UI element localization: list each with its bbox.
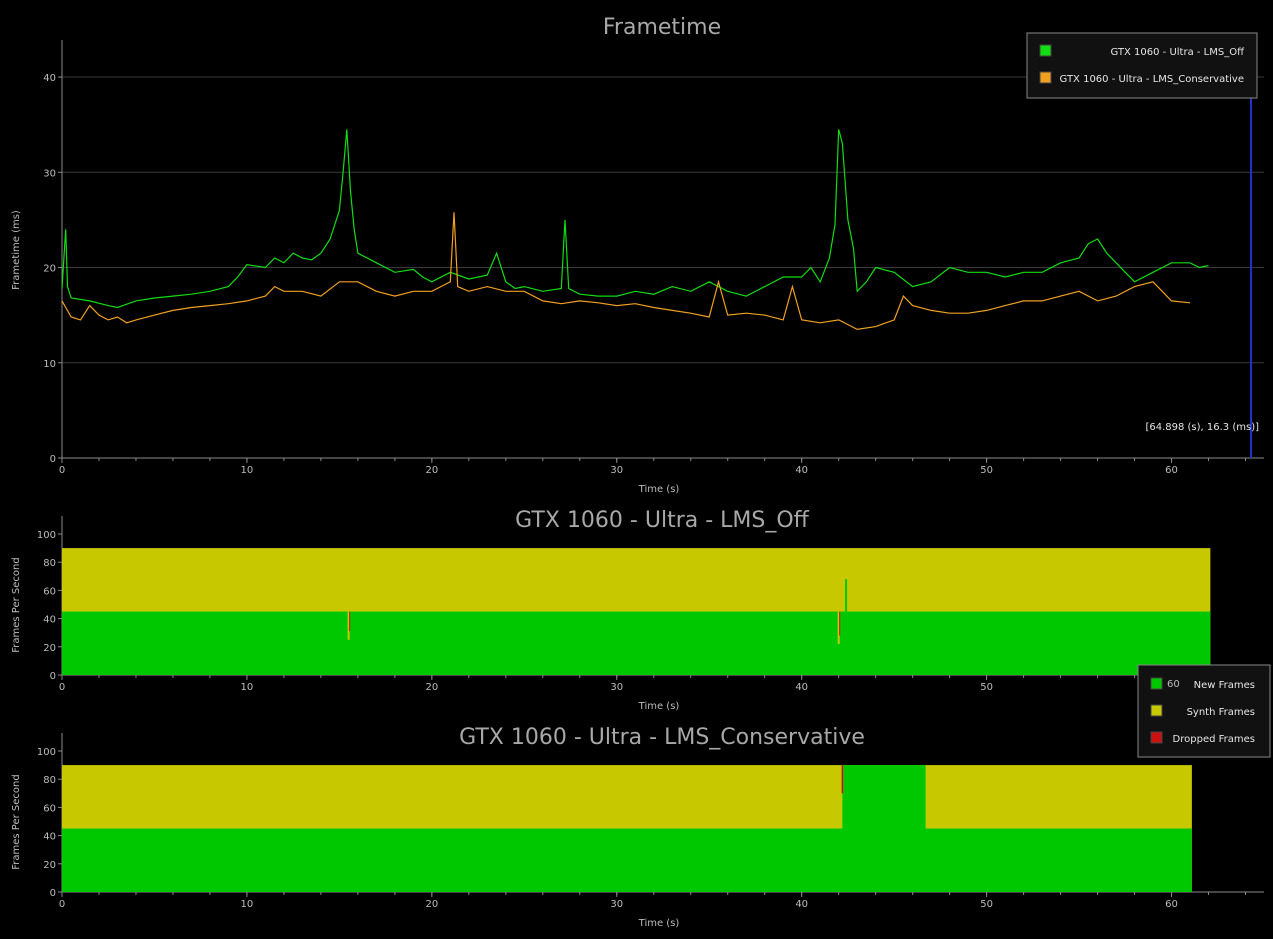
frametime-legend: GTX 1060 - Ultra - LMS_Off GTX 1060 - Ul… <box>1026 32 1258 99</box>
fps-conservative-plot: 0 10 20 30 40 50 60 0 20 40 60 80 100 <box>37 733 1264 910</box>
y-tick-label: 60 <box>43 586 56 597</box>
series-line-lms-off <box>61 129 1209 309</box>
fps-off-xlabel: Time (s) <box>638 701 680 712</box>
legend-swatch-lms-off <box>1039 44 1052 57</box>
new-frames-area <box>62 828 1192 892</box>
fps-off-plot: 0 10 20 30 40 50 60 0 20 40 60 80 100 <box>37 516 1264 693</box>
y-tick-label: 80 <box>43 775 56 786</box>
y-tick-label: 100 <box>37 747 56 758</box>
frametime-ylabel: Frametime (ms) <box>11 210 22 290</box>
x-tick-label: 0 <box>59 682 65 693</box>
y-tick-label: 10 <box>43 359 56 370</box>
x-tick-label: 40 <box>795 899 808 910</box>
x-tick-label: 60 <box>1165 899 1178 910</box>
x-tick-label: 10 <box>241 465 254 476</box>
y-tick-label: 0 <box>50 671 56 682</box>
legend-label-synth-frames: Synth Frames <box>1187 707 1255 718</box>
y-tick-label: 0 <box>50 888 56 899</box>
cursor-readout: [64.898 (s), 16.3 (ms)] <box>1145 422 1259 433</box>
y-tick-label: 0 <box>50 454 56 465</box>
legend-label-new-frames: New Frames <box>1194 680 1255 691</box>
y-tick-label: 40 <box>43 73 56 84</box>
x-tick-label: 20 <box>425 899 438 910</box>
x-tick-label: 50 <box>980 899 993 910</box>
new-frames-full-segment <box>842 765 926 892</box>
x-tick-label: 0 <box>59 899 65 910</box>
series-line-lms-conservative <box>61 212 1191 331</box>
legend-label-dropped-frames: Dropped Frames <box>1173 734 1255 745</box>
legend-swatch-new-frames <box>1150 677 1163 690</box>
fps-legend-overlap-tick: 60 <box>1167 679 1180 690</box>
legend-label-lms-conservative: GTX 1060 - Ultra - LMS_Conservative <box>1060 74 1244 85</box>
fps-legend: 60 New Frames Synth Frames Dropped Frame… <box>1137 664 1271 758</box>
y-tick-label: 100 <box>37 530 56 541</box>
legend-swatch-lms-conservative <box>1039 71 1052 84</box>
legend-swatch-dropped-frames <box>1150 731 1163 744</box>
y-tick-label: 40 <box>43 832 56 843</box>
x-tick-label: 50 <box>980 682 993 693</box>
frametime-title: Frametime <box>603 15 721 40</box>
y-tick-label: 80 <box>43 558 56 569</box>
fps-conservative-xlabel: Time (s) <box>638 918 680 929</box>
x-tick-label: 10 <box>241 899 254 910</box>
x-tick-label: 50 <box>980 465 993 476</box>
legend-box <box>1026 32 1258 99</box>
fps-conservative-title: GTX 1060 - Ultra - LMS_Conservative <box>459 725 865 750</box>
y-tick-label: 40 <box>43 615 56 626</box>
y-tick-label: 30 <box>43 168 56 179</box>
x-tick-label: 40 <box>795 465 808 476</box>
fps-conservative-ylabel: Frames Per Second <box>11 774 22 869</box>
fps-off-ylabel: Frames Per Second <box>11 557 22 652</box>
fps-off-title: GTX 1060 - Ultra - LMS_Off <box>515 508 809 533</box>
x-tick-label: 0 <box>59 465 65 476</box>
x-tick-label: 10 <box>241 682 254 693</box>
y-tick-label: 20 <box>43 643 56 654</box>
y-tick-label: 60 <box>43 803 56 814</box>
legend-swatch-synth-frames <box>1150 704 1163 717</box>
x-tick-label: 30 <box>610 465 623 476</box>
new-frames-area <box>62 611 1211 675</box>
frametime-xlabel: Time (s) <box>638 484 680 495</box>
y-tick-label: 20 <box>43 264 56 275</box>
x-tick-label: 30 <box>610 899 623 910</box>
y-tick-label: 20 <box>43 860 56 871</box>
x-tick-label: 40 <box>795 682 808 693</box>
legend-label-lms-off: GTX 1060 - Ultra - LMS_Off <box>1111 47 1246 58</box>
x-tick-label: 60 <box>1165 465 1178 476</box>
x-tick-label: 20 <box>425 465 438 476</box>
x-tick-label: 30 <box>610 682 623 693</box>
x-tick-label: 20 <box>425 682 438 693</box>
frametime-plot: 0 10 20 30 40 50 60 0 10 20 30 40 <box>43 40 1264 476</box>
